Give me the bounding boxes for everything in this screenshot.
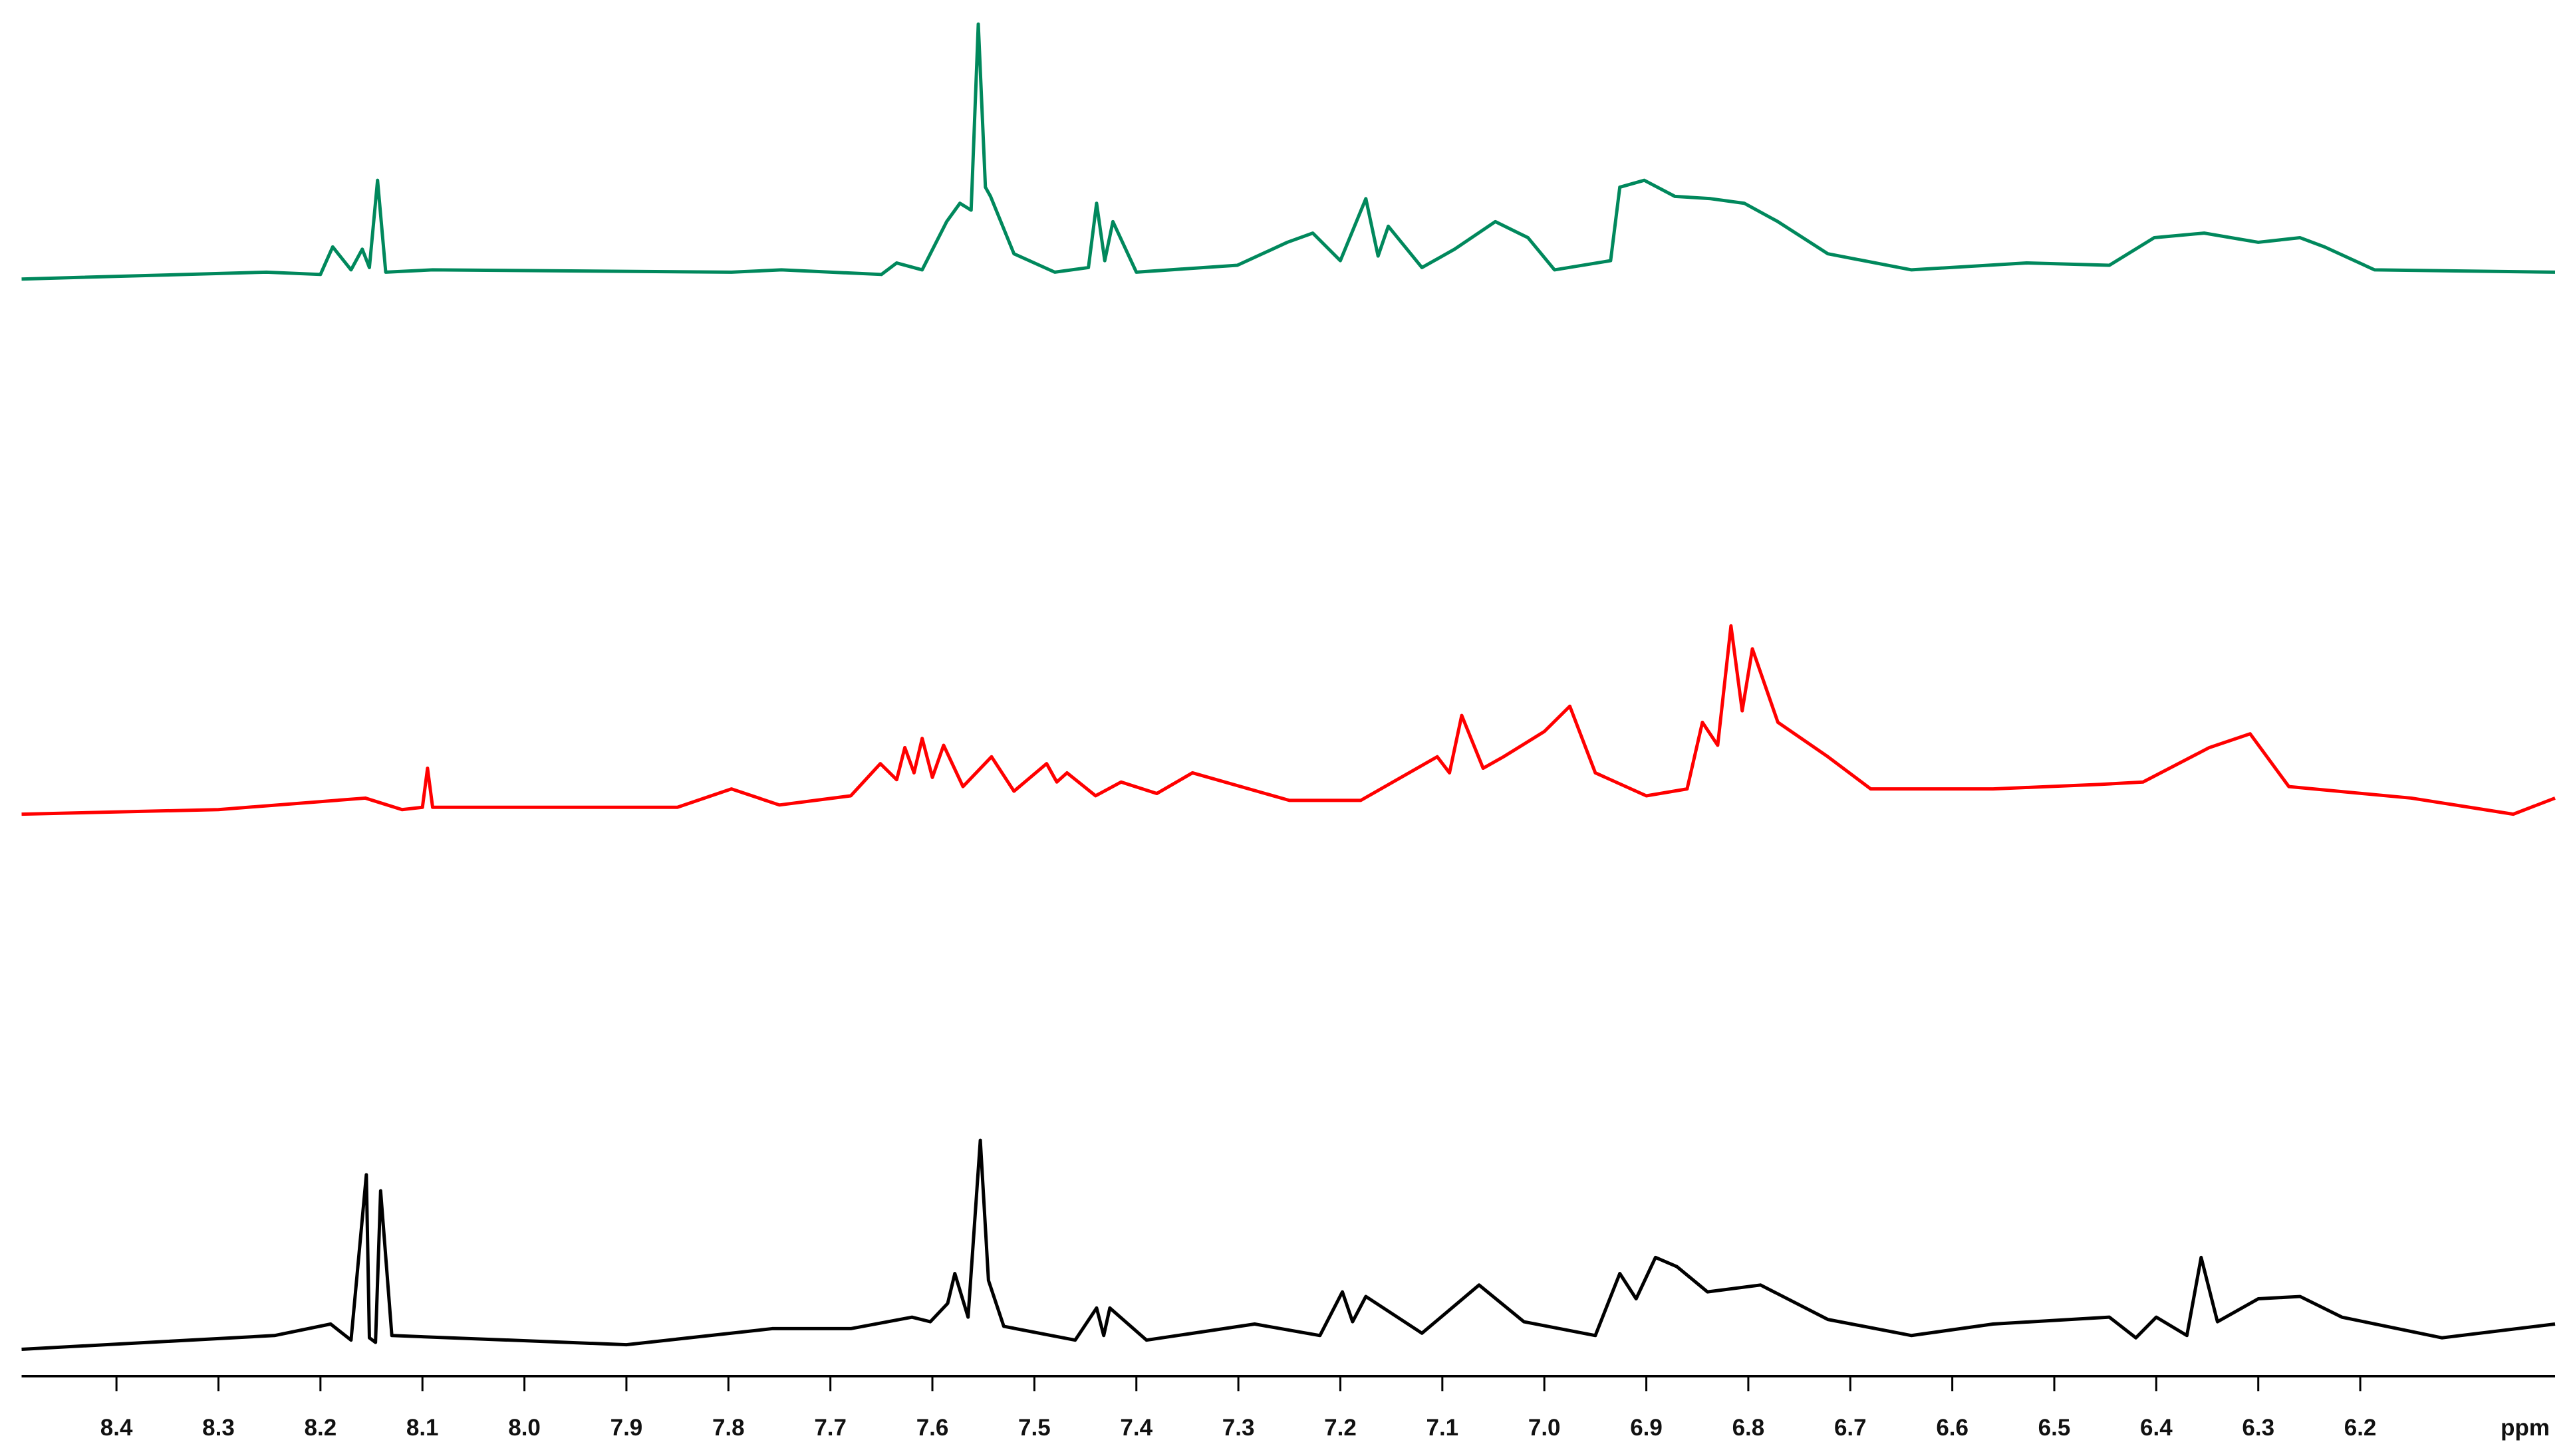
x-tick-label: 6.2	[2344, 1415, 2377, 1441]
x-tick-label: 7.5	[1018, 1415, 1051, 1441]
x-tick-label: 8.4	[100, 1415, 133, 1441]
x-tick-label: 7.9	[610, 1415, 643, 1441]
x-tick-label: 6.8	[1732, 1415, 1765, 1441]
x-axis-label: ppm	[2501, 1415, 2550, 1441]
x-tick-label: 6.4	[2140, 1415, 2173, 1441]
x-tick-label: 6.6	[1936, 1415, 1968, 1441]
x-tick-label: 7.8	[712, 1415, 745, 1441]
x-tick-label: 6.9	[1630, 1415, 1663, 1441]
x-tick-label: 8.3	[202, 1415, 235, 1441]
x-tick-label: 7.3	[1222, 1415, 1255, 1441]
x-tick-label: 7.2	[1324, 1415, 1357, 1441]
spectrum-trace	[21, 624, 2556, 816]
x-tick-label: 6.3	[2242, 1415, 2274, 1441]
x-tick-label: 7.4	[1120, 1415, 1152, 1441]
x-tick-label: 8.2	[305, 1415, 337, 1441]
x-tick-label: 7.6	[916, 1415, 949, 1441]
x-tick-label: 7.7	[814, 1415, 847, 1441]
x-tick-label: 6.7	[1834, 1415, 1867, 1441]
x-tick-label: 8.0	[508, 1415, 541, 1441]
spectrum-trace	[21, 22, 2556, 281]
x-tick-label: 6.5	[2038, 1415, 2071, 1441]
spectrum-trace	[21, 1138, 2556, 1352]
x-tick-label: 8.1	[406, 1415, 439, 1441]
x-tick-label: 7.1	[1426, 1415, 1459, 1441]
x-tick-label: 7.0	[1528, 1415, 1561, 1441]
